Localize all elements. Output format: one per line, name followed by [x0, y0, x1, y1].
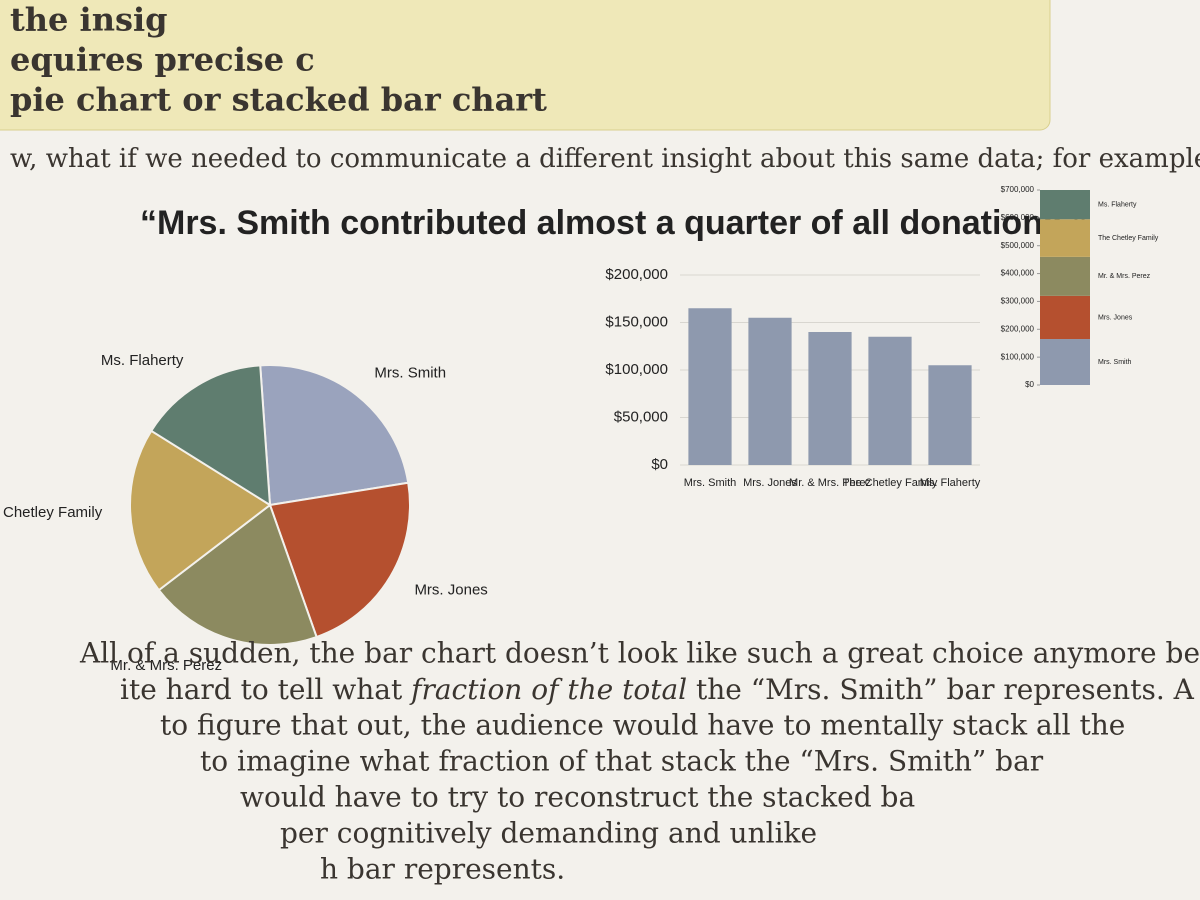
stack-segment	[1040, 256, 1090, 296]
pie-slice	[157, 503, 318, 646]
y-tick-label: $300,000	[1001, 297, 1035, 306]
legend-label: Ms. Flaherty	[1098, 201, 1137, 208]
pie-label: Mrs. Smith	[374, 364, 446, 381]
x-tick-label: Ms. Flaherty	[920, 477, 981, 489]
y-tick-label: $600,000	[1001, 213, 1035, 222]
pie-slice	[129, 429, 272, 592]
pie-label: The Chetley Family	[0, 504, 103, 521]
x-tick-label: The Chetley Family	[843, 477, 938, 489]
y-tick-label: $700,000	[1001, 185, 1035, 194]
bar	[688, 308, 732, 465]
paragraph-line: to imagine what fraction of that stack t…	[200, 745, 1044, 778]
y-tick-label: $100,000	[1001, 352, 1035, 361]
y-tick-label: $400,000	[1001, 269, 1035, 278]
paragraph-line: would have to try to reconstruct the sta…	[240, 781, 915, 814]
y-tick-label: $150,000	[605, 313, 668, 330]
callout-line: the insig	[10, 1, 168, 39]
x-tick-label: Mr. & Mrs. Perez	[789, 477, 871, 489]
paragraph: All of a sudden, the bar chart doesn’t l…	[79, 637, 1200, 886]
text-run: the “Mrs. Smith” bar represents. A third…	[687, 673, 1200, 706]
y-tick-label: $500,000	[1001, 241, 1035, 250]
legend-label: Mr. & Mrs. Perez	[1098, 273, 1151, 280]
pie-label: Ms. Flaherty	[101, 352, 184, 369]
y-tick-label: $200,000	[605, 266, 668, 283]
stack-segment	[1040, 219, 1090, 257]
pie-label: Mr. & Mrs. Perez	[110, 657, 222, 674]
pie-slice	[259, 364, 410, 507]
pie-slice	[268, 481, 411, 639]
legend-label: The Chetley Family	[1098, 235, 1159, 242]
y-tick-label: $50,000	[614, 408, 668, 425]
y-tick-label: $200,000	[1001, 324, 1035, 333]
pie-label: Mrs. Jones	[414, 582, 487, 599]
paragraph-line: ite hard to tell what fraction of the to…	[120, 673, 1200, 706]
callout-line: pie chart or stacked bar chart	[10, 81, 547, 119]
x-tick-label: Mrs. Jones	[743, 477, 797, 489]
stack-segment	[1040, 190, 1090, 220]
bar	[748, 317, 792, 465]
paragraph-line: All of a sudden, the bar chart doesn’t l…	[79, 637, 1200, 670]
stack-segment	[1040, 295, 1090, 340]
y-tick-label: $100,000	[605, 361, 668, 378]
emphasis: fraction of the total	[409, 673, 687, 706]
x-tick-label: Mrs. Smith	[684, 477, 737, 489]
legend-label: Mrs. Jones	[1098, 314, 1133, 321]
paragraph-line: to figure that out, the audience would h…	[160, 709, 1125, 742]
intro-text: w, what if we needed to communicate a di…	[10, 144, 1200, 174]
heading: “Mrs. Smith contributed almost a quarter…	[140, 204, 1088, 242]
pie-slice	[149, 364, 272, 507]
legend-label: Mrs. Smith	[1098, 359, 1132, 366]
text-run: ite hard to tell what	[120, 673, 411, 706]
paragraph-line: per cognitively demanding and unlike	[280, 817, 817, 850]
stack-segment	[1040, 339, 1090, 385]
callout-box	[0, 0, 1051, 131]
bar	[928, 365, 972, 465]
y-tick-label: $0	[651, 456, 668, 473]
y-tick-label: $0	[1025, 380, 1034, 389]
bar	[868, 336, 912, 465]
paragraph-line: h bar represents.	[320, 853, 565, 886]
callout-line: equires precise c	[10, 41, 315, 79]
bar	[808, 332, 852, 465]
